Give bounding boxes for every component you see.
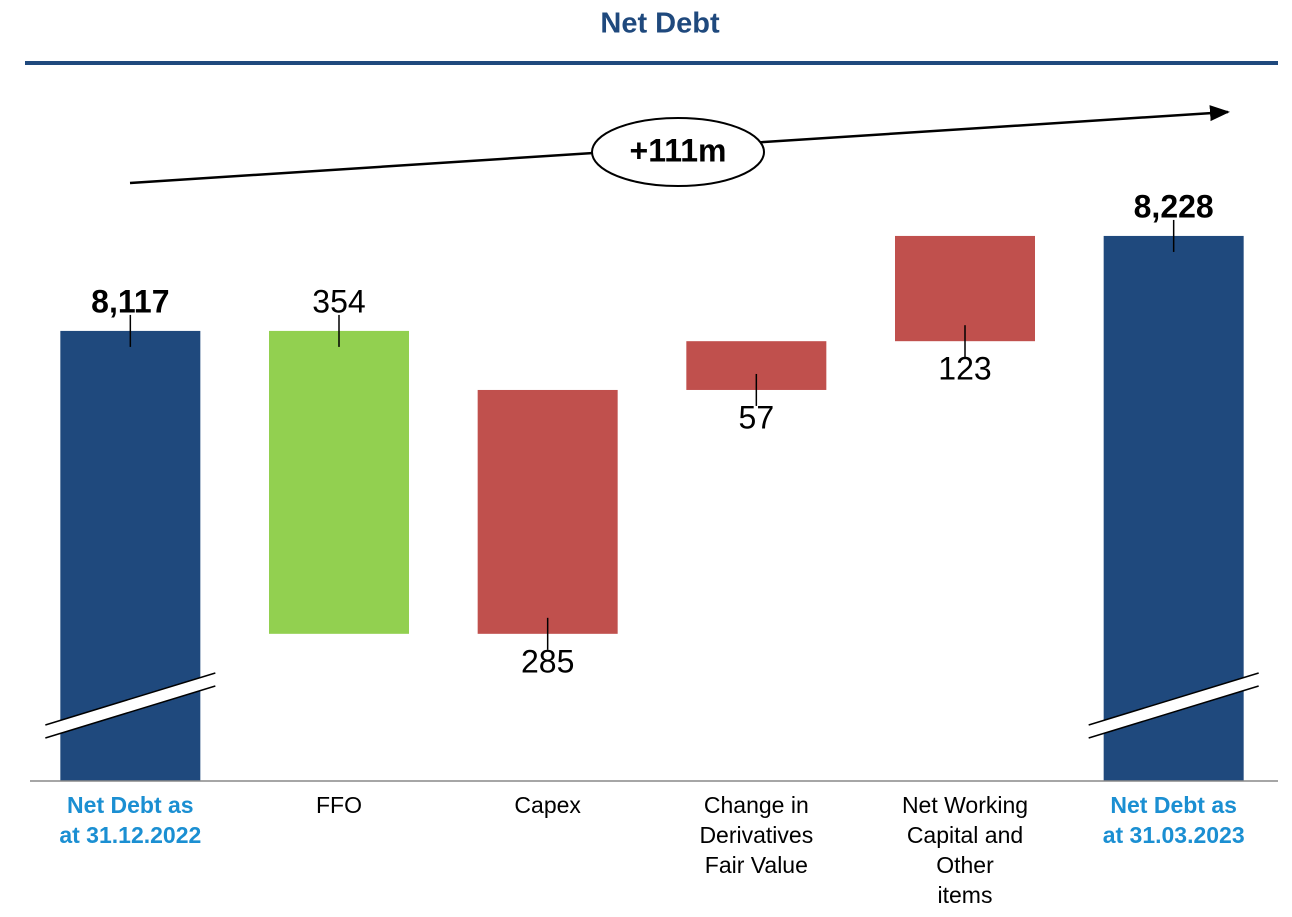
x-tick-label: Capex bbox=[514, 792, 581, 818]
change-bar bbox=[895, 235, 1035, 342]
label-line: Change in bbox=[704, 792, 809, 818]
axis-break bbox=[45, 673, 216, 738]
label-line: at 31.03.2023 bbox=[1103, 822, 1245, 848]
value-label: 123 bbox=[938, 351, 991, 387]
label-line: FFO bbox=[316, 792, 362, 818]
x-tick-label: Change in Derivatives Fair Value bbox=[699, 792, 813, 878]
value-label: 57 bbox=[739, 399, 775, 435]
change-bar bbox=[269, 330, 409, 634]
annotation: +111m bbox=[630, 132, 727, 168]
value-label: 354 bbox=[312, 283, 365, 319]
change-bar bbox=[477, 389, 618, 634]
x-tick-label: Net Debt as at 31.12.2022 bbox=[59, 792, 201, 848]
label-line: Net Debt as bbox=[1110, 792, 1237, 818]
annotation-bubble bbox=[591, 117, 765, 187]
axis-break bbox=[1088, 673, 1259, 738]
label-line: Net Debt as bbox=[67, 792, 194, 818]
x-tick-label: FFO bbox=[316, 792, 362, 818]
chart-title: Net Debt bbox=[600, 8, 720, 40]
label-line: Derivatives bbox=[699, 822, 813, 848]
label-line: Capital and bbox=[907, 822, 1023, 848]
label-line: Net Working bbox=[902, 792, 1028, 818]
x-tick-label: Net Debt as at 31.03.2023 bbox=[1103, 792, 1245, 848]
label-line: at 31.12.2022 bbox=[59, 822, 201, 848]
axis-break-line bbox=[1088, 672, 1259, 726]
x-tick-label: Net Working Capital and Other items bbox=[902, 792, 1028, 908]
label-line: Fair Value bbox=[705, 852, 808, 878]
axis-break-line bbox=[45, 685, 216, 739]
label-line: Capex bbox=[514, 792, 581, 818]
label-line: items bbox=[938, 882, 993, 908]
axis-break-line bbox=[1088, 685, 1259, 739]
value-label: 285 bbox=[521, 643, 574, 679]
value-label: 8,228 bbox=[1134, 188, 1214, 224]
axis-break-line bbox=[45, 672, 216, 726]
label-line: Other bbox=[936, 852, 994, 878]
value-label: 8,117 bbox=[91, 283, 169, 319]
